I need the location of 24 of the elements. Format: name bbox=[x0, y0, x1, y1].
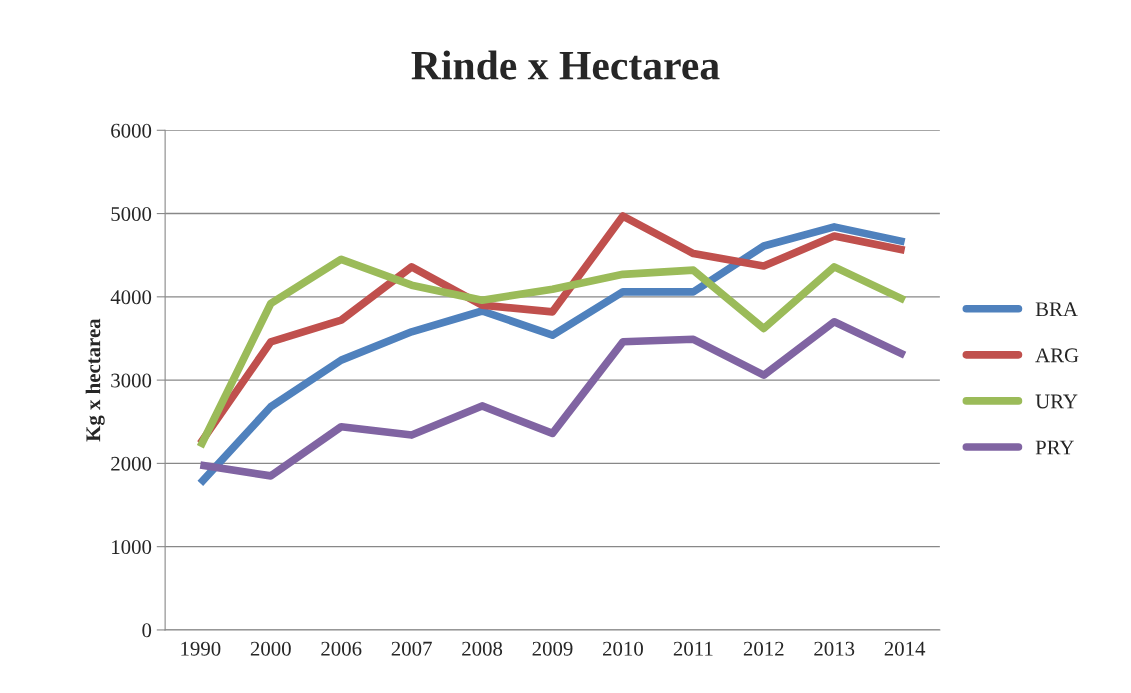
legend-label: URY bbox=[1035, 394, 1078, 409]
y-tick-label: 0 bbox=[142, 623, 152, 638]
x-tick-label: 2007 bbox=[391, 641, 432, 656]
x-tick-label: 2013 bbox=[814, 641, 855, 656]
y-axis-title: Kg x hectarea bbox=[85, 318, 105, 442]
y-tick-label: 6000 bbox=[111, 123, 152, 138]
x-tick-label: 2008 bbox=[462, 641, 503, 656]
chart-title: Rinde x Hectarea bbox=[411, 50, 720, 80]
x-tick-label: 2010 bbox=[603, 641, 643, 656]
y-tick-label: 5000 bbox=[111, 206, 152, 221]
x-tick-label: 2000 bbox=[250, 641, 291, 656]
y-tick-label: 3000 bbox=[111, 373, 152, 388]
y-tick-label: 2000 bbox=[111, 456, 152, 471]
x-tick-label: 2006 bbox=[321, 641, 362, 656]
x-tick-label: 2009 bbox=[532, 641, 573, 656]
legend-label: ARG bbox=[1035, 348, 1079, 363]
legend-label: PRY bbox=[1035, 440, 1074, 455]
x-tick-label: 2012 bbox=[743, 641, 784, 656]
x-tick-label: 2014 bbox=[884, 641, 926, 656]
x-tick-label: 2011 bbox=[673, 641, 713, 656]
x-tick-label: 1990 bbox=[181, 641, 221, 656]
y-tick-label: 4000 bbox=[110, 290, 152, 305]
legend-label: BRA bbox=[1035, 302, 1078, 317]
y-tick-label: 1000 bbox=[112, 540, 152, 555]
